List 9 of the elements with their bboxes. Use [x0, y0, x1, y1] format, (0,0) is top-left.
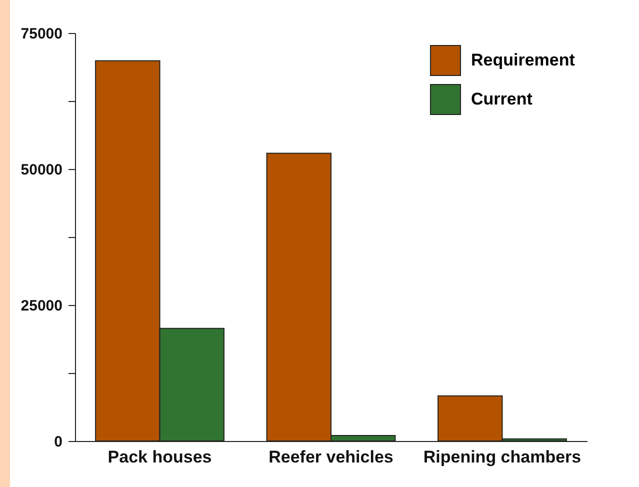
y-tick-label: 75000 — [20, 26, 62, 42]
y-tick-label: 0 — [54, 434, 62, 450]
y-tick-label: 25000 — [20, 298, 62, 314]
legend-label: Current — [471, 90, 533, 108]
y-tick-label: 50000 — [20, 162, 62, 178]
x-tick-label: Pack houses — [108, 448, 212, 466]
x-tick-label: Ripening chambers — [423, 448, 582, 466]
legend-label: Requirement — [471, 50, 576, 70]
x-tick-label: Reefer vehicles — [268, 448, 394, 466]
